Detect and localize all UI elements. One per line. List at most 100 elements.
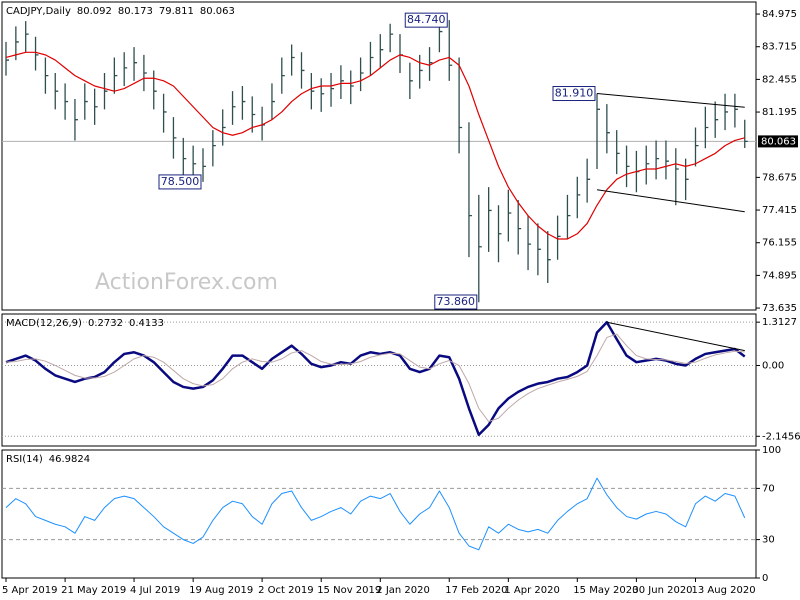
price-bar: [694, 127, 699, 167]
y-tick-label: 84.975: [762, 9, 797, 20]
price-bar: [172, 117, 177, 159]
x-tick-label: 4 Jul 2019: [130, 585, 180, 596]
price-bar: [576, 176, 581, 219]
price-bar: [497, 205, 502, 263]
last-value: 46.9824: [49, 454, 90, 465]
series-line: [5, 51, 745, 240]
price-bar: [399, 34, 403, 74]
price-bar: [103, 73, 108, 110]
annotation-box: [404, 12, 448, 28]
price-bar: [537, 223, 541, 276]
price-bar: [556, 215, 561, 260]
price-bar: [310, 73, 315, 110]
last-value: 0.2732: [88, 318, 123, 329]
price-bar: [478, 194, 482, 303]
price-bar: [704, 106, 709, 149]
y-tick-label: -2.1456: [762, 431, 800, 442]
price-bar: [468, 122, 472, 258]
price-bar: [133, 47, 138, 81]
price-bar: [428, 47, 433, 81]
x-tick-label: 13 Aug 2020: [692, 585, 756, 596]
x-tick-label: 15 May 2020: [573, 585, 638, 596]
price-bar: [44, 57, 49, 94]
panel-header: MACD(12,26,9) 0.2732 0.4133: [6, 318, 164, 329]
annotation-label: 78.500: [161, 175, 200, 188]
y-tick-label: 30: [762, 535, 775, 546]
panel-frame: [1, 449, 757, 579]
price-bar: [162, 93, 167, 133]
price-bar: [389, 23, 394, 53]
price-bar: [64, 83, 69, 120]
price-bar: [586, 158, 591, 203]
y-tick-label: 100: [762, 445, 781, 456]
x-tick-label: 2 Jan 2020: [376, 585, 430, 596]
price-bar: [419, 54, 423, 89]
y-tick-label: 1.3127: [762, 317, 797, 328]
price-bar: [34, 36, 39, 71]
price-bar: [527, 215, 532, 271]
price-bar: [222, 109, 226, 146]
price-bar: [547, 231, 551, 284]
panel-title: RSI(14): [6, 454, 43, 465]
price-bar: [340, 65, 344, 99]
trendline: [596, 93, 745, 108]
price-bar: [241, 86, 246, 120]
price-bar: [251, 96, 256, 133]
price-bar: [616, 130, 620, 175]
price-bar: [123, 52, 128, 86]
price-bar: [94, 88, 98, 125]
price-bar: [665, 140, 669, 180]
price-bar: [192, 145, 197, 180]
price-bar: [5, 41, 9, 76]
annotation-box: [434, 294, 478, 310]
x-tick-label: 30 Jun 2020: [632, 585, 692, 596]
price-bar: [350, 70, 354, 105]
price-bar: [202, 148, 206, 182]
y-tick-label: 81.195: [762, 107, 797, 118]
panel-header: RSI(14) 46.9824: [6, 454, 90, 465]
price-bar: [438, 23, 443, 53]
y-tick-label: 82.455: [762, 74, 797, 85]
price-bar: [744, 119, 748, 148]
annotation-label: 81.910: [555, 87, 594, 100]
panel-frame: [1, 1, 757, 311]
price-bar: [320, 78, 325, 112]
annotation-label: 73.860: [437, 295, 476, 308]
price-bar: [734, 93, 738, 128]
y-tick-label: 77.415: [762, 205, 797, 216]
quote-value: 79.811: [159, 6, 194, 17]
price-bar: [281, 57, 285, 94]
y-tick-label: 73.635: [762, 303, 797, 314]
price-bar: [458, 57, 463, 154]
price-bar: [507, 189, 512, 242]
price-bar: [645, 145, 650, 185]
annotation-box: [552, 86, 596, 102]
price-bar: [369, 41, 374, 76]
annotation-label: 84.740: [407, 13, 446, 26]
panel-header: CADJPY,Daily 80.092 80.173 79.811 80.063: [6, 6, 235, 17]
price-bar: [113, 57, 118, 94]
trendline: [596, 189, 745, 213]
price-bar: [153, 70, 157, 110]
y-tick-label: 74.895: [762, 270, 797, 281]
price-bar: [74, 98, 78, 141]
annotation-box: [158, 174, 202, 190]
price-bar: [379, 34, 384, 68]
price-bar: [54, 73, 59, 110]
panel-title: CADJPY,Daily: [6, 6, 71, 17]
quote-value: 80.173: [118, 6, 153, 17]
x-tick-label: 1 Apr 2020: [504, 585, 559, 596]
y-tick-label: 76.155: [762, 238, 797, 249]
price-bar: [566, 194, 571, 239]
watermark: ActionForex.com: [95, 270, 278, 295]
price-bar: [448, 20, 453, 81]
y-tick-label: 78.675: [762, 172, 797, 183]
last-value: 0.4133: [129, 318, 164, 329]
trendline: [606, 321, 745, 352]
series-line: [5, 333, 745, 423]
price-bar: [606, 104, 610, 154]
panel-title: MACD(12,26,9): [6, 318, 82, 329]
quote-value: 80.092: [77, 6, 112, 17]
quote-value: 80.063: [200, 6, 235, 17]
